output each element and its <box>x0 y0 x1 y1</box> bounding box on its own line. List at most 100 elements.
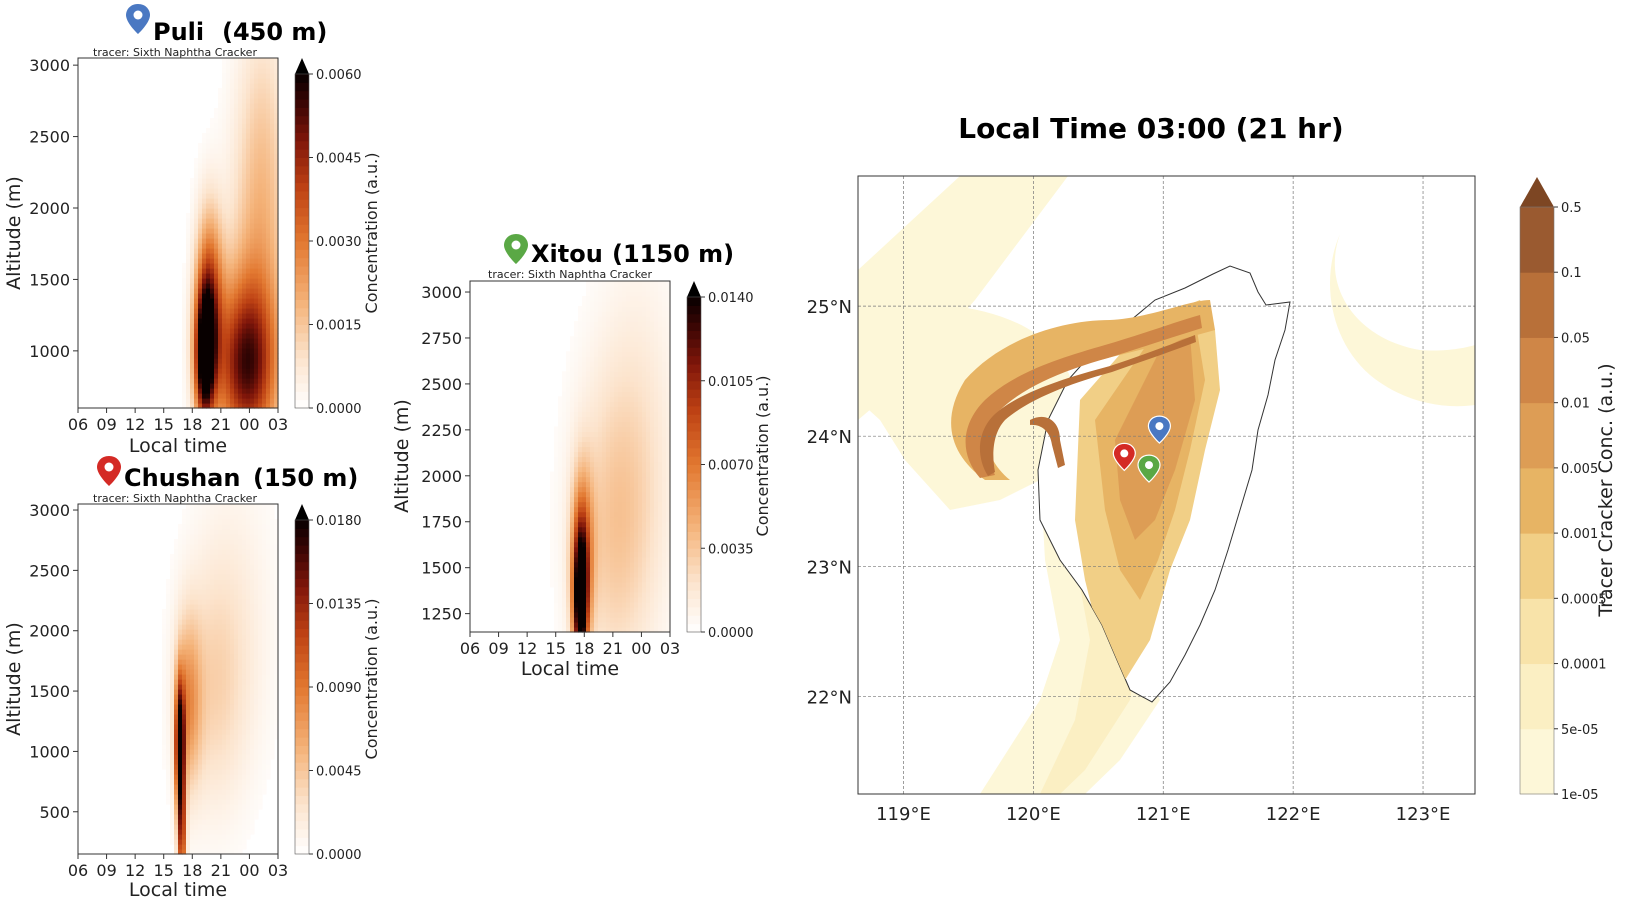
chushan-heat-cell <box>226 634 231 640</box>
chushan-heat-cell <box>258 719 263 725</box>
chushan-heat-cell <box>242 584 247 590</box>
xitou-heat-cell <box>626 356 631 362</box>
chushan-heat-cell <box>238 539 243 545</box>
chushan-heat-cell <box>210 639 215 645</box>
xitou-heat-cell <box>598 366 603 372</box>
xitou-heat-cell <box>582 436 587 443</box>
puli-heat-cell <box>250 78 255 84</box>
xitou-heat-cell <box>582 296 587 302</box>
puli-heat-cell <box>222 368 227 374</box>
chushan-heat-cell <box>198 544 203 550</box>
puli-heat-cell <box>274 333 279 339</box>
puli-heat-cell <box>238 88 243 94</box>
puli-heat-cell <box>226 358 231 364</box>
xitou-heat-cell <box>598 526 603 533</box>
chushan-heat-cell <box>254 669 259 675</box>
xitou-heat-cell <box>550 491 555 498</box>
puli-heat-cell <box>254 373 259 379</box>
chushan-heat-cell <box>222 704 227 710</box>
puli-heat-cell <box>194 268 199 274</box>
puli-heat-cell <box>202 188 207 194</box>
chushan-heat-cell <box>186 644 191 650</box>
chushan-heat-cell <box>194 829 199 835</box>
puli-heat-cell <box>206 388 211 394</box>
xitou-heat-cell <box>606 406 611 412</box>
puli-heat-cell <box>246 203 251 209</box>
xitou-heat-cell <box>558 421 563 428</box>
xitou-heat-cell <box>622 366 627 372</box>
chushan-heat-cell <box>274 674 279 680</box>
xitou-heat-cell <box>602 541 607 548</box>
xitou-heat-cell <box>598 481 603 488</box>
chushan-heat-cell <box>254 684 259 690</box>
chushan-heat-cell <box>266 709 271 715</box>
xitou-heat-cell <box>586 541 591 548</box>
xitou-heat-cell <box>566 446 571 453</box>
xitou-heat-cell <box>590 371 595 377</box>
chushan-heat-cell <box>186 519 191 525</box>
xitou-heat-cell <box>566 606 571 613</box>
chushan-heat-cell <box>218 754 223 760</box>
xitou-heat-cell <box>590 291 595 297</box>
chushan-heat-cell <box>262 599 267 605</box>
chushan-heat-cell <box>226 604 231 610</box>
chushan-heat-cell <box>210 814 215 820</box>
puli-heat-cell <box>274 93 279 99</box>
puli-heat-cell <box>190 373 195 379</box>
xitou-heat-cell <box>638 301 643 307</box>
chushan-heat-cell <box>182 659 187 665</box>
xitou-heat-cell <box>634 341 639 347</box>
chushan-heat-cell <box>214 824 219 830</box>
puli-heat-cell <box>206 248 211 254</box>
puli-heat-cell <box>234 253 239 259</box>
puli-heat-cell <box>242 228 247 234</box>
puli-heat-cell <box>210 353 215 359</box>
chushan-heat-cell <box>242 759 247 765</box>
xitou-heat-cell <box>582 311 587 317</box>
puli-heat-cell <box>210 193 215 199</box>
xitou-heat-cell <box>630 481 635 488</box>
chushan-heat-cell <box>246 754 251 760</box>
xitou-heat-cell <box>578 566 583 573</box>
chushan-heat-cell <box>234 624 239 630</box>
puli-heat-cell <box>222 318 227 324</box>
puli-heat-cell <box>262 113 267 119</box>
chushan-heat-cell <box>182 569 187 575</box>
puli-heat-cell <box>250 208 255 214</box>
xitou-heat-cell <box>590 326 595 332</box>
puli-heat-cell <box>194 393 199 399</box>
chushan-heat-cell <box>274 714 279 720</box>
chushan-heat-cell <box>258 544 263 550</box>
puli-heat-cell <box>230 393 235 399</box>
chushan-heat-cell <box>266 564 271 570</box>
puli-heat-cell <box>186 258 191 264</box>
xitou-heat-cell <box>614 336 619 342</box>
chushan-heat-cell <box>246 594 251 600</box>
chushan-colorbar-segment <box>295 620 309 630</box>
chushan-heat-cell <box>166 594 171 600</box>
chushan-heat-cell <box>194 539 199 545</box>
chushan-heat-cell <box>194 679 199 685</box>
chushan-heat-cell <box>238 554 243 560</box>
chushan-heat-cell <box>194 549 199 555</box>
xitou-heat-cell <box>586 326 591 332</box>
xitou-heat-cell <box>562 421 567 428</box>
xitou-heat-cell <box>610 581 615 588</box>
xitou-heat-cell <box>590 511 595 518</box>
puli-heat-cell <box>210 328 215 334</box>
puli-heat-cell <box>266 168 271 174</box>
xitou-heat-cell <box>638 571 643 578</box>
chushan-heat-cell <box>262 544 267 550</box>
xitou-heat-cell <box>598 296 603 302</box>
chushan-heat-cell <box>226 519 231 525</box>
puli-heat-cell <box>202 383 207 389</box>
puli-heat-cell <box>266 273 271 279</box>
xitou-heat-cell <box>622 456 627 463</box>
xitou-heat-cell <box>582 536 587 543</box>
xitou-heat-cell <box>630 536 635 543</box>
puli-heat-cell <box>190 243 195 249</box>
chushan-heat-cell <box>218 544 223 550</box>
xitou-heat-cell <box>602 516 607 523</box>
xitou-heat-cell <box>638 581 643 588</box>
xitou-heat-cell <box>594 331 599 337</box>
